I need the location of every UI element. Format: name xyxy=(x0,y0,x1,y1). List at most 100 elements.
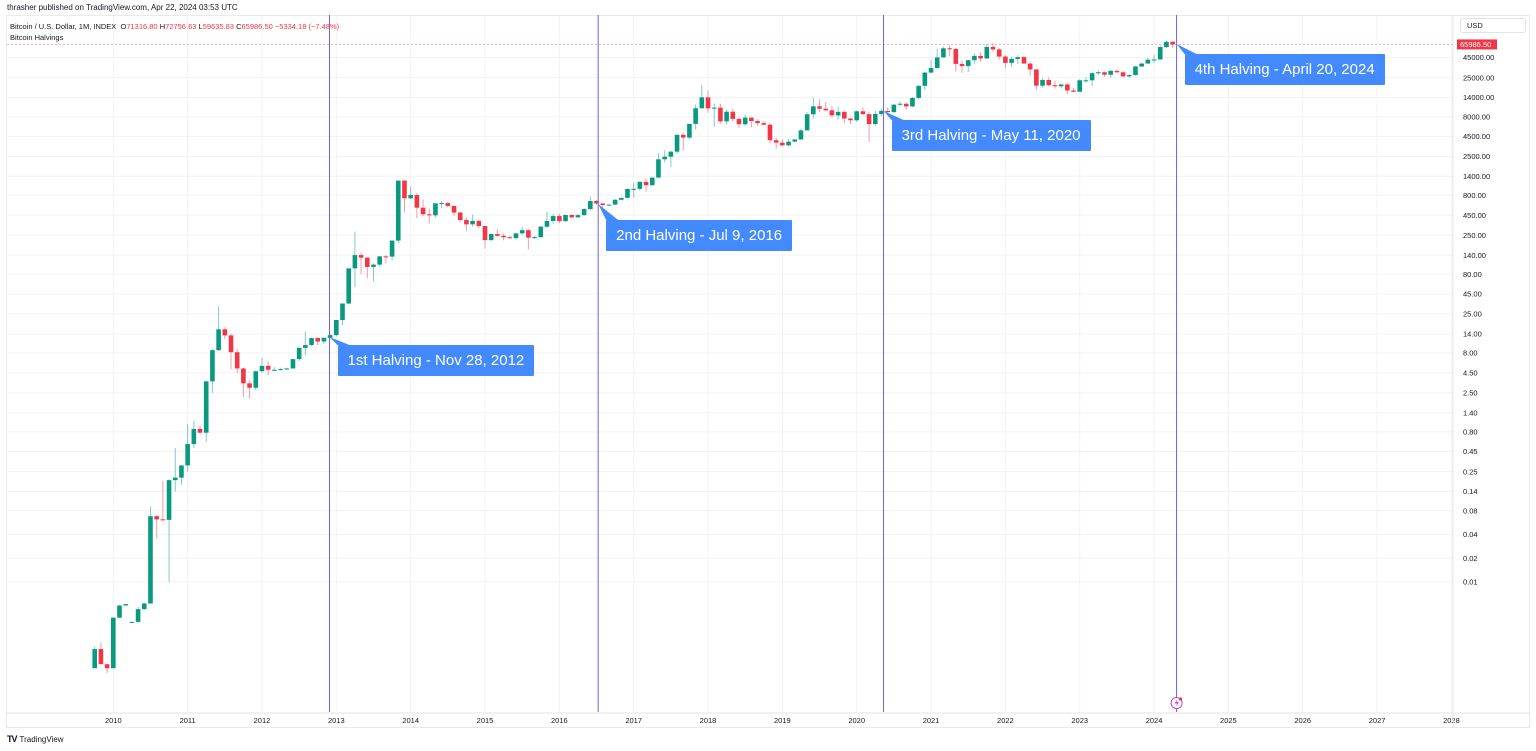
candle-body xyxy=(315,338,321,342)
close-label: C xyxy=(236,22,242,31)
lightning-bolt-icon xyxy=(1174,699,1180,707)
candle-body xyxy=(1034,69,1039,86)
candle-body xyxy=(408,195,413,199)
candle-body xyxy=(526,230,531,238)
candle-body xyxy=(1133,66,1138,76)
candle-body xyxy=(197,428,203,433)
candle-body xyxy=(129,621,135,623)
candle-body xyxy=(482,226,488,241)
candle-body xyxy=(1151,59,1157,61)
x-tick-label: 2020 xyxy=(848,716,865,725)
y-tick-label: 0.45 xyxy=(1463,447,1478,456)
candle-body xyxy=(1157,47,1163,60)
y-tick-label: 80.00 xyxy=(1463,270,1482,279)
close-value: 65986.50 xyxy=(241,22,273,31)
candle-body xyxy=(234,352,240,369)
candle-body xyxy=(755,121,760,124)
candle-body xyxy=(947,48,952,50)
candle-body xyxy=(680,134,686,138)
x-tick-label: 2028 xyxy=(1443,716,1460,725)
open-value: 71316.80 xyxy=(126,22,158,31)
candle-body xyxy=(1120,72,1126,77)
x-tick-label: 2014 xyxy=(402,716,419,725)
brand-name: TradingView xyxy=(19,734,64,744)
candle-body xyxy=(1114,70,1120,73)
candle-body xyxy=(941,48,946,58)
high-value: 72756.63 xyxy=(165,22,197,31)
candle-body xyxy=(358,255,364,258)
candle-body xyxy=(364,257,370,267)
candle-body xyxy=(402,180,407,199)
y-tick-label: 25.00 xyxy=(1463,310,1482,319)
y-tick-label: 25000.00 xyxy=(1463,73,1494,82)
x-tick-label: 2021 xyxy=(923,716,940,725)
candle-body xyxy=(420,207,426,215)
candle-body xyxy=(519,230,525,234)
candle-body xyxy=(1040,79,1045,86)
candle-body xyxy=(823,108,829,111)
event-notification-dot xyxy=(1178,697,1183,701)
candle-body xyxy=(860,111,866,115)
last-price-badge xyxy=(1457,39,1497,50)
candle-body xyxy=(730,111,736,119)
halving-annotation-3[interactable]: 3rd Halving - May 11, 2020 xyxy=(891,120,1091,151)
tradingview-logo[interactable]: TV TradingView xyxy=(7,734,64,744)
candle-body xyxy=(1083,80,1089,82)
candle-body xyxy=(557,216,562,222)
candle-body xyxy=(866,114,872,125)
candle-body xyxy=(495,234,500,236)
halving-annotation-1[interactable]: 1st Halving - Nov 28, 2012 xyxy=(337,345,535,376)
candle-body xyxy=(340,303,345,321)
candle-body xyxy=(222,329,228,336)
candle-body xyxy=(439,203,444,205)
candle-body xyxy=(631,188,636,190)
candle-body xyxy=(544,221,550,227)
candle-body xyxy=(637,181,643,189)
candle-body xyxy=(606,204,612,206)
candle-body xyxy=(216,329,221,351)
candle-body xyxy=(1126,75,1132,77)
candle-body xyxy=(92,649,98,669)
candle-body xyxy=(1065,84,1070,91)
halving-annotation-4[interactable]: 4th Halving - April 20, 2024 xyxy=(1184,54,1385,85)
candle-body xyxy=(488,234,494,241)
currency-button[interactable]: USD xyxy=(1460,18,1526,33)
indicator-legend-halvings[interactable]: Bitcoin Halvings xyxy=(10,33,64,42)
x-tick-label: 2026 xyxy=(1294,716,1311,725)
symbol-legend-row: Bitcoin / U.S. Dollar, 1M, INDEX O71316.… xyxy=(10,21,339,32)
candle-body xyxy=(414,195,420,208)
symbol-name[interactable]: Bitcoin / U.S. Dollar, 1M, INDEX xyxy=(10,22,117,31)
candle-body xyxy=(1170,41,1175,45)
candle-body xyxy=(111,617,116,669)
x-tick-label: 2024 xyxy=(1146,716,1163,725)
candle-body xyxy=(451,205,457,213)
candle-body xyxy=(203,381,209,433)
candle-body xyxy=(154,516,159,520)
candle-body xyxy=(612,199,618,205)
candle-body xyxy=(569,214,575,218)
candle-body xyxy=(804,114,810,131)
x-tick-label: 2023 xyxy=(1071,716,1088,725)
candle-body xyxy=(1071,90,1076,92)
candle-body xyxy=(625,189,630,198)
candle-body xyxy=(705,97,711,109)
candle-body xyxy=(334,320,339,336)
candle-body xyxy=(798,130,804,140)
published-info: thrasher published on TradingView.com, A… xyxy=(7,3,238,12)
candle-body xyxy=(352,255,358,269)
candle-body xyxy=(693,108,698,124)
candle-body xyxy=(972,55,977,61)
candle-body xyxy=(1052,85,1058,87)
candle-body xyxy=(594,200,599,204)
candle-body xyxy=(780,142,785,146)
candle-body xyxy=(588,200,593,210)
candle-body xyxy=(346,268,352,304)
candle-body xyxy=(984,46,990,59)
x-tick-label: 2013 xyxy=(328,716,345,725)
open-label: O xyxy=(120,22,127,31)
halving-annotation-2[interactable]: 2nd Halving - Jul 9, 2016 xyxy=(606,220,793,251)
y-tick-label: 1400.00 xyxy=(1463,172,1490,181)
y-tick-label: 8.00 xyxy=(1463,349,1478,358)
x-tick-label: 2016 xyxy=(551,716,568,725)
